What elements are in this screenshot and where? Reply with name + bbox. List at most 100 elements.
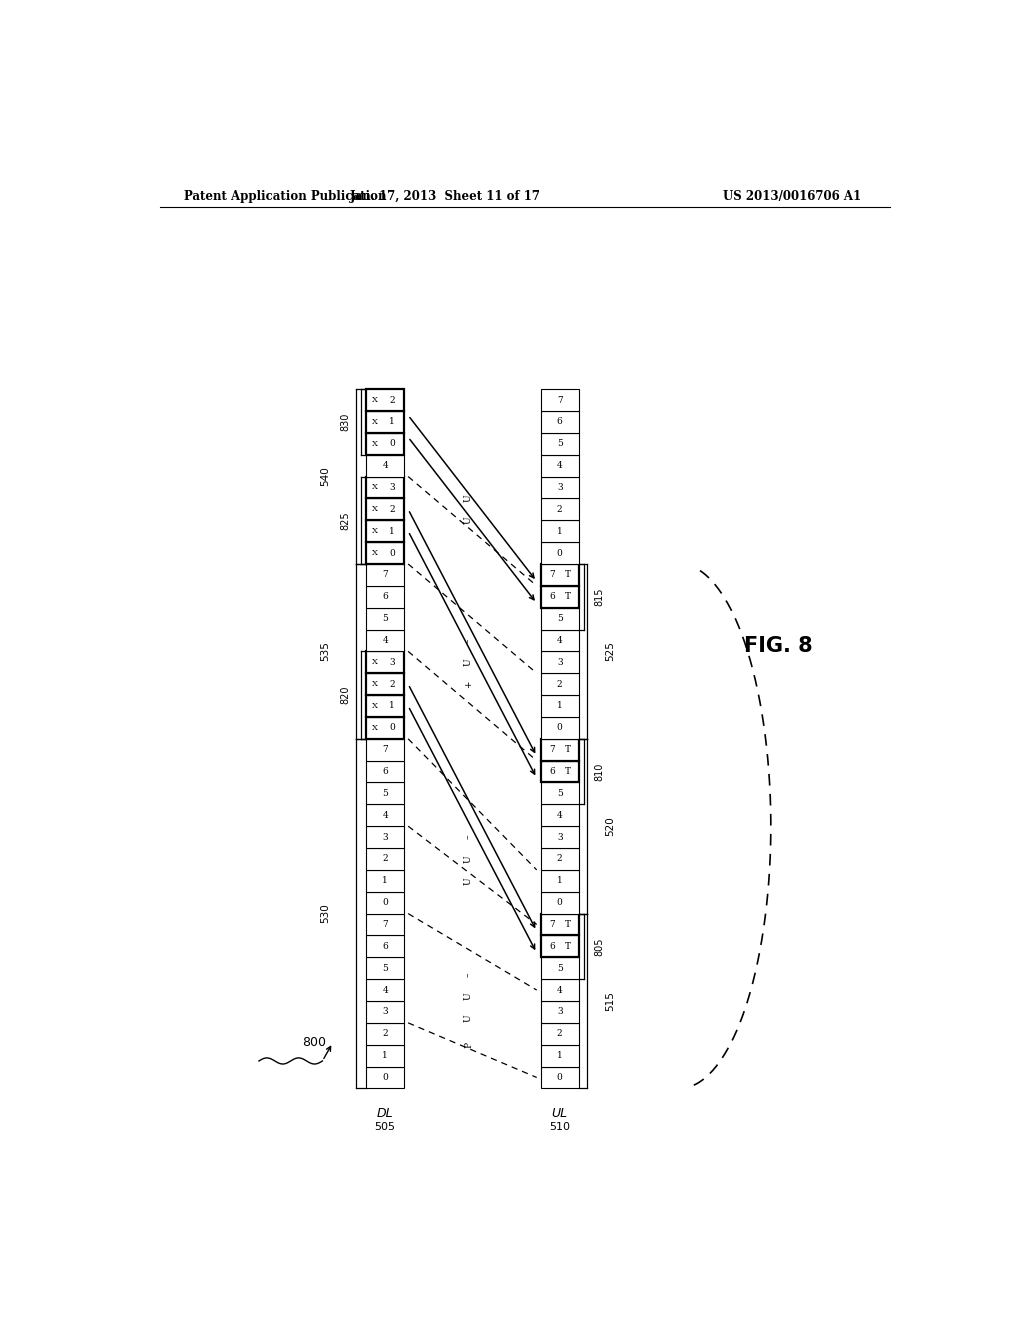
Text: 510: 510 [549, 1122, 570, 1133]
Text: 525: 525 [605, 642, 615, 661]
Bar [367, 673, 404, 696]
Text: 0: 0 [389, 549, 395, 557]
Text: T: T [565, 570, 571, 579]
Text: –: – [464, 834, 473, 840]
Text: X: X [372, 659, 378, 667]
Bar [541, 651, 579, 673]
Bar [541, 520, 579, 543]
Text: 3: 3 [389, 483, 395, 492]
Text: 4: 4 [557, 636, 562, 645]
Bar [367, 411, 404, 433]
Bar [541, 936, 579, 957]
Bar [367, 564, 404, 586]
Text: –: – [464, 638, 473, 643]
Bar [541, 717, 579, 739]
Text: 3: 3 [382, 833, 388, 842]
Bar [541, 586, 579, 607]
Text: U: U [464, 659, 473, 667]
Text: 5: 5 [557, 964, 562, 973]
Text: –: – [464, 973, 473, 977]
Text: US 2013/0016706 A1: US 2013/0016706 A1 [723, 190, 861, 202]
Text: DL: DL [377, 1106, 393, 1119]
Text: 6: 6 [549, 593, 555, 601]
Text: 5: 5 [382, 614, 388, 623]
Text: 515: 515 [605, 991, 615, 1011]
Text: 520: 520 [605, 816, 615, 836]
Text: X: X [372, 418, 378, 426]
Text: 1: 1 [557, 701, 562, 710]
Bar [367, 913, 404, 936]
Bar [367, 499, 404, 520]
Text: P: P [464, 1041, 473, 1048]
Text: 7: 7 [549, 746, 555, 754]
Text: FIG. 8: FIG. 8 [744, 636, 813, 656]
Text: 1: 1 [557, 527, 562, 536]
Bar [367, 520, 404, 543]
Text: X: X [372, 527, 378, 535]
Text: T: T [565, 593, 571, 601]
Bar [367, 717, 404, 739]
Bar [541, 957, 579, 979]
Text: 3: 3 [557, 1007, 562, 1016]
Bar [367, 543, 404, 564]
Text: X: X [372, 506, 378, 513]
Text: 7: 7 [382, 920, 388, 929]
Bar [541, 389, 579, 411]
Bar [541, 673, 579, 696]
Bar [541, 499, 579, 520]
Text: T: T [565, 942, 571, 950]
Text: 7: 7 [549, 570, 555, 579]
Text: 1: 1 [382, 1051, 388, 1060]
Bar [367, 433, 404, 454]
Bar [367, 847, 404, 870]
Bar [541, 454, 579, 477]
Bar [541, 760, 579, 783]
Text: 3: 3 [557, 833, 562, 842]
Text: 0: 0 [382, 1073, 388, 1082]
Text: 825: 825 [340, 511, 350, 529]
Text: 3: 3 [382, 1007, 388, 1016]
Text: 0: 0 [557, 723, 562, 733]
Text: 4: 4 [382, 461, 388, 470]
Bar [367, 1001, 404, 1023]
Text: U: U [464, 876, 473, 884]
Bar [367, 389, 404, 411]
Bar [541, 411, 579, 433]
Text: 2: 2 [382, 854, 388, 863]
Text: 4: 4 [557, 461, 562, 470]
Text: +: + [464, 680, 473, 688]
Text: 1: 1 [557, 876, 562, 886]
Text: 5: 5 [557, 789, 562, 797]
Bar [367, 783, 404, 804]
Text: 6: 6 [382, 593, 388, 601]
Text: 5: 5 [557, 614, 562, 623]
Text: Jan. 17, 2013  Sheet 11 of 17: Jan. 17, 2013 Sheet 11 of 17 [350, 190, 541, 202]
Bar [367, 586, 404, 607]
Bar [367, 804, 404, 826]
Text: 805: 805 [594, 937, 604, 956]
Bar [367, 739, 404, 760]
Text: 7: 7 [382, 570, 388, 579]
Text: Patent Application Publication: Patent Application Publication [183, 190, 386, 202]
Bar [541, 783, 579, 804]
Text: 0: 0 [557, 898, 562, 907]
Text: U: U [464, 495, 473, 502]
Text: 0: 0 [389, 723, 395, 733]
Text: 2: 2 [389, 680, 395, 689]
Text: X: X [372, 549, 378, 557]
Bar [541, 892, 579, 913]
Text: 2: 2 [557, 1030, 562, 1039]
Text: UL: UL [552, 1106, 567, 1119]
Bar [367, 760, 404, 783]
Text: 5: 5 [382, 789, 388, 797]
Text: 3: 3 [557, 483, 562, 492]
Text: 2: 2 [557, 854, 562, 863]
Text: 5: 5 [557, 440, 562, 449]
Bar [541, 979, 579, 1001]
Text: 4: 4 [382, 636, 388, 645]
Text: 1: 1 [382, 876, 388, 886]
Bar [367, 892, 404, 913]
Text: T: T [565, 746, 571, 754]
Text: 4: 4 [557, 810, 562, 820]
Text: 7: 7 [382, 746, 388, 754]
